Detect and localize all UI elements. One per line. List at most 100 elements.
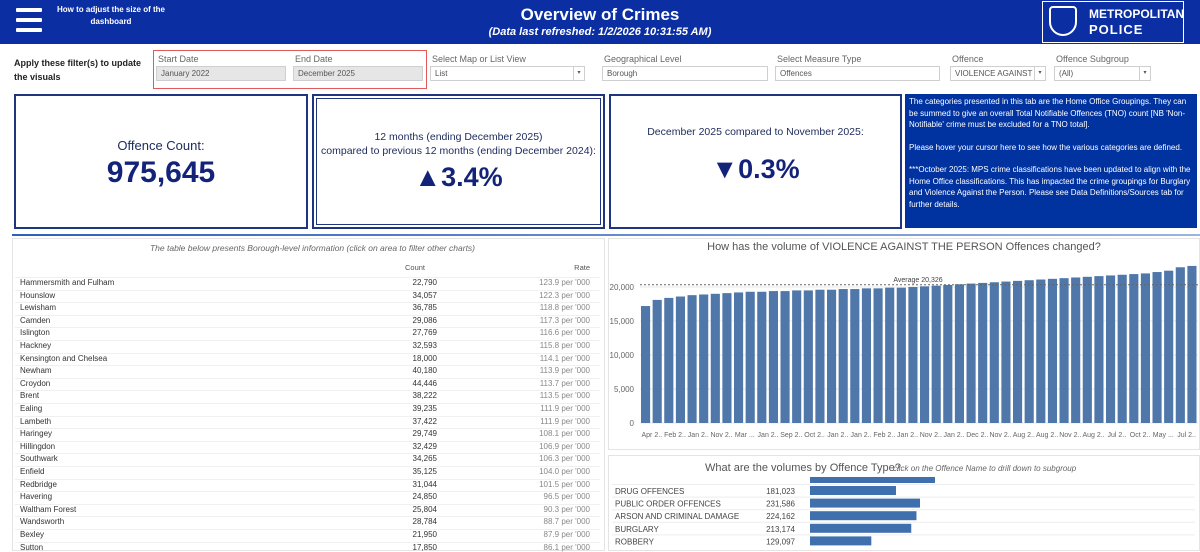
bar[interactable] (1001, 281, 1011, 423)
filter-box[interactable]: VIOLENCE AGAINST TH... ▾ (950, 66, 1046, 81)
bar[interactable] (810, 498, 920, 508)
borough-name[interactable]: Sutton (20, 542, 44, 552)
bar[interactable] (652, 299, 662, 423)
bar[interactable] (908, 287, 918, 423)
bar[interactable] (757, 291, 767, 423)
borough-name[interactable]: Enfield (20, 467, 45, 476)
filter-box[interactable]: Offences (775, 66, 940, 81)
bar[interactable] (810, 523, 912, 533)
dropdown-arrow[interactable]: ▾ (573, 67, 584, 80)
borough-name[interactable]: Newham (20, 366, 52, 376)
bar[interactable] (1071, 277, 1081, 423)
bar[interactable] (920, 286, 930, 423)
borough-name[interactable]: Wandsworth (20, 517, 65, 527)
offence-name[interactable]: ROBBERY (615, 537, 655, 546)
rate-cell: 111.9 per '000 (540, 404, 590, 413)
bar[interactable] (1094, 276, 1104, 423)
bar[interactable] (838, 289, 848, 423)
borough-name[interactable]: Brent (20, 391, 40, 401)
bar[interactable] (989, 282, 999, 423)
borough-name[interactable]: Kensington and Chelsea (20, 353, 108, 363)
borough-name[interactable]: Lewisham (20, 303, 57, 313)
bar[interactable] (850, 289, 860, 423)
bar[interactable] (810, 536, 872, 546)
bar[interactable] (1047, 278, 1057, 423)
count-cell: 39,235 (412, 404, 437, 413)
borough-name[interactable]: Hounslow (20, 290, 56, 300)
bar[interactable] (745, 291, 755, 423)
offence-name[interactable]: ARSON AND CRIMINAL DAMAGE (615, 512, 739, 521)
filter-box[interactable]: (All) ▾ (1054, 66, 1151, 81)
bar[interactable] (966, 283, 976, 423)
bar[interactable] (699, 294, 709, 423)
bar[interactable] (1082, 276, 1092, 423)
borough-name[interactable]: Camden (20, 315, 51, 325)
borough-name[interactable]: Southwark (20, 454, 58, 464)
offence-name[interactable]: PUBLIC ORDER OFFENCES (615, 500, 721, 509)
borough-name[interactable]: Redbridge (20, 479, 57, 489)
borough-name[interactable]: Croydon (20, 378, 51, 388)
bar[interactable] (810, 486, 896, 495)
rate-cell: 106.9 per '000 (539, 441, 590, 451)
bar[interactable] (1129, 274, 1139, 423)
bar[interactable] (641, 306, 651, 423)
bar[interactable] (780, 291, 790, 423)
bar[interactable] (1175, 267, 1185, 423)
offence-name[interactable]: DRUG OFFENCES (615, 487, 684, 496)
bar[interactable] (1140, 273, 1150, 423)
bar[interactable] (675, 296, 685, 423)
bar[interactable] (954, 284, 964, 423)
bar[interactable] (827, 289, 837, 423)
filter-box[interactable]: Borough (602, 66, 768, 81)
bar[interactable] (943, 284, 953, 423)
bar[interactable] (710, 293, 720, 423)
filter-box[interactable]: List ▾ (430, 66, 585, 81)
borough-name[interactable]: Haringey (20, 429, 53, 439)
borough-name[interactable]: Waltham Forest (20, 504, 77, 514)
borough-name[interactable]: Hackney (20, 341, 52, 350)
bar[interactable] (1013, 280, 1023, 423)
count-cell: 38,222 (412, 391, 437, 401)
y-tick-label: 20,000 (610, 283, 635, 292)
bar[interactable] (722, 293, 732, 423)
bar[interactable] (978, 282, 988, 423)
bar[interactable] (810, 511, 917, 521)
bar[interactable] (1117, 274, 1127, 423)
info-box[interactable]: The categories presented in this tab are… (905, 94, 1197, 228)
bar[interactable] (1024, 280, 1034, 423)
menu-icon[interactable] (16, 8, 42, 36)
bar[interactable] (664, 297, 674, 423)
bar[interactable] (931, 285, 941, 423)
bar[interactable] (1036, 279, 1046, 423)
count-cell: 17,850 (412, 542, 437, 552)
filter-box[interactable]: January 2022 (156, 66, 286, 81)
bar[interactable] (896, 287, 906, 423)
bar[interactable] (873, 288, 883, 423)
bar[interactable] (803, 290, 813, 423)
bar[interactable] (1059, 278, 1069, 423)
bar[interactable] (1187, 265, 1197, 423)
bar[interactable] (1106, 275, 1116, 423)
filter-box[interactable]: December 2025 (293, 66, 423, 81)
dropdown-arrow[interactable]: ▾ (1034, 67, 1045, 80)
help-link[interactable]: How to adjust the size of the dashboard (56, 5, 165, 26)
borough-name[interactable]: Islington (20, 328, 50, 338)
borough-name[interactable]: Bexley (20, 530, 45, 539)
borough-name[interactable]: Ealing (20, 404, 43, 413)
dropdown-arrow[interactable]: ▾ (1139, 67, 1150, 80)
bar[interactable] (1164, 270, 1174, 423)
bar[interactable] (768, 291, 778, 423)
borough-name[interactable]: Havering (20, 492, 53, 502)
rate-cell: 114.1 per '000 (539, 353, 590, 363)
bar[interactable] (885, 287, 895, 423)
borough-name[interactable]: Hammersmith and Fulham (20, 278, 115, 287)
bar[interactable] (687, 295, 697, 423)
bar[interactable] (1152, 272, 1162, 423)
borough-name[interactable]: Hillingdon (20, 441, 56, 451)
bar[interactable] (861, 288, 871, 423)
bar[interactable] (815, 289, 825, 423)
borough-name[interactable]: Lambeth (20, 416, 52, 426)
bar[interactable] (792, 290, 802, 423)
offence-name[interactable]: BURGLARY (615, 525, 660, 534)
bar[interactable] (734, 292, 744, 423)
